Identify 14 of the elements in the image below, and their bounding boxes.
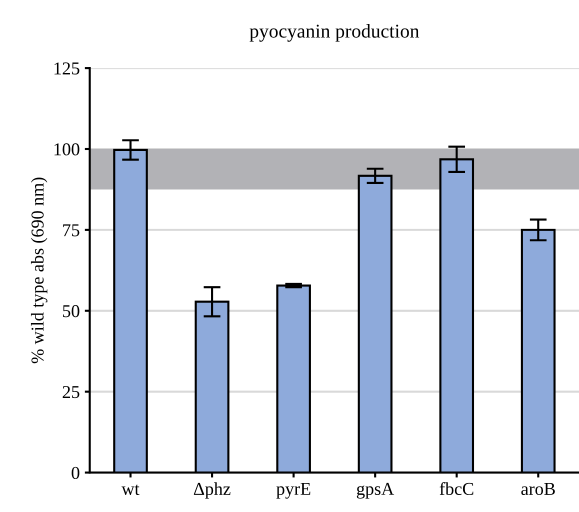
x-tick-label: Δphz: [194, 482, 230, 499]
y-tick-label: 125: [54, 62, 80, 75]
y-axis-title: % wild type abs (690 nm): [30, 178, 48, 364]
y-tick-label: 100: [54, 143, 80, 156]
x-tick-label: wt: [122, 484, 140, 496]
y-tick-label: 25: [62, 386, 80, 398]
x-tick-label: fbcC: [440, 482, 474, 496]
x-tick-label: pyrE: [276, 482, 310, 499]
y-tick-label: 0: [72, 466, 80, 480]
y-tick-label: 50: [63, 305, 80, 318]
y-tick-label: 75: [63, 224, 80, 236]
x-tick-label: aroB: [521, 483, 555, 496]
chart-title: pyocyanin production: [250, 24, 420, 42]
x-tick-label: gpsA: [356, 482, 394, 499]
